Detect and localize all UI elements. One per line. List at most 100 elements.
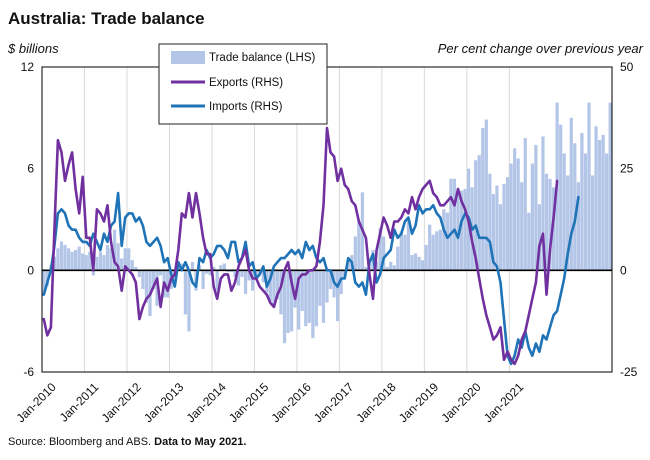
- trade-balance-bar: [364, 266, 368, 271]
- right-y-tick-label: -25: [620, 365, 638, 379]
- trade-balance-bar: [594, 126, 598, 271]
- trade-balance-bar: [215, 270, 219, 291]
- trade-balance-bar: [491, 194, 496, 271]
- trade-balance-bar: [81, 253, 85, 271]
- trade-balance-bar: [431, 234, 435, 271]
- trade-balance-bar: [484, 119, 488, 271]
- trade-balance-bar: [56, 248, 60, 271]
- x-tick-label: Jan-2011: [57, 380, 102, 425]
- trade-balance-bar: [212, 266, 216, 271]
- trade-balance-bar: [166, 270, 170, 298]
- trade-balance-bar: [311, 270, 315, 339]
- trade-balance-bar: [357, 221, 361, 271]
- trade-balance-bar: [424, 244, 428, 271]
- data-note: Data to May 2021.: [154, 436, 246, 448]
- trade-balance-bar: [286, 270, 290, 334]
- trade-balance-bar: [520, 182, 524, 271]
- x-axis-ticks: Jan-2010Jan-2011Jan-2012Jan-2013Jan-2014…: [14, 380, 527, 426]
- left-axis-ticks: 12 6 0 -6: [21, 60, 35, 379]
- trade-balance-bar: [42, 270, 46, 295]
- trade-balance-bar: [134, 266, 138, 271]
- left-y-tick-label: 6: [27, 162, 34, 176]
- trade-balance-bar: [417, 256, 421, 271]
- trade-balance-bar: [251, 270, 255, 291]
- trade-balance-bar: [587, 102, 591, 271]
- trade-balance-bar: [222, 263, 226, 271]
- trade-balance-bar: [562, 153, 566, 271]
- trade-balance-bar: [183, 270, 188, 315]
- trade-balance-bar: [304, 270, 308, 327]
- right-y-tick-label: 50: [620, 60, 634, 74]
- trade-balance-bar: [190, 261, 195, 271]
- left-y-tick-label: -6: [23, 365, 34, 379]
- trade-balance-bar: [314, 270, 318, 327]
- source-text: Source: Bloomberg and ABS.: [8, 436, 154, 448]
- trade-balance-bar: [137, 270, 141, 278]
- trade-balance-bar: [445, 212, 449, 271]
- legend-label-exports: Exports (RHS): [209, 77, 283, 89]
- trade-balance-bar: [226, 270, 230, 273]
- trade-balance-bar: [219, 265, 223, 271]
- source-note: Source: Bloomberg and ABS. Data to May 2…: [8, 436, 246, 448]
- trade-balance-bar: [116, 243, 120, 271]
- trade-balance-bar: [608, 102, 612, 271]
- legend: Trade balance (LHS) Exports (RHS) Import…: [158, 43, 328, 125]
- trade-balance-bar: [289, 270, 294, 332]
- trade-balance-bar: [91, 270, 95, 276]
- trade-balance-bar: [378, 227, 382, 271]
- trade-balance-bar: [208, 270, 212, 276]
- trade-balance-bar: [318, 270, 322, 306]
- trade-balance-bar: [396, 246, 400, 271]
- trade-balance-bar: [127, 248, 131, 271]
- trade-balance-bar: [601, 134, 605, 271]
- left-axis-title: $ billions: [7, 41, 59, 56]
- series-lines: [42, 126, 580, 366]
- trade-balance-bar: [229, 270, 234, 273]
- trade-balance-bar: [282, 270, 287, 344]
- trade-balance-bar: [141, 270, 145, 289]
- trade-balance-bar: [428, 224, 432, 271]
- x-tick-label: Jan-2016: [269, 380, 315, 426]
- x-tick-label: Jan-2021: [481, 380, 527, 426]
- trade-balance-bar: [544, 173, 549, 271]
- trade-balance-bar: [233, 270, 237, 278]
- left-y-tick-label: 12: [21, 60, 35, 74]
- trade-balance-bar: [180, 263, 184, 271]
- trade-balance-bar: [272, 270, 276, 308]
- trade-balance-bar: [442, 209, 446, 271]
- trade-balance-bar: [449, 178, 453, 271]
- trade-balance-bar: [158, 270, 163, 276]
- x-tick-label: Jan-2017: [311, 380, 357, 426]
- trade-balance-bar: [569, 117, 573, 271]
- trade-balance-bar: [151, 270, 156, 289]
- trade-balance-bar: [463, 189, 467, 271]
- trade-balance-bar: [70, 251, 74, 271]
- x-tick-label: Jan-2015: [226, 380, 272, 426]
- trade-balance-bar: [597, 139, 602, 271]
- trade-balance-bar: [399, 231, 403, 271]
- trade-balance-bar: [105, 244, 110, 271]
- trade-balance-bar: [336, 270, 340, 322]
- trade-balance-bar: [537, 204, 542, 271]
- trade-balance-bar: [509, 163, 513, 271]
- trade-balance-bar: [109, 248, 113, 271]
- trade-balance-bar: [523, 138, 527, 271]
- trade-balance-bar: [502, 183, 506, 271]
- trade-balance-bar: [488, 173, 492, 271]
- trade-balance-bar: [527, 212, 531, 271]
- trade-balance-bar: [605, 153, 609, 271]
- trade-balance-bar: [325, 270, 329, 303]
- trade-balance-bar: [406, 219, 411, 271]
- chart-title: Australia: Trade balance: [8, 9, 205, 28]
- x-tick-label: Jan-2020: [438, 380, 484, 426]
- trade-balance-bar: [498, 204, 503, 271]
- trade-balance-bar: [307, 270, 311, 323]
- trade-balance-bar: [275, 270, 280, 300]
- trade-balance-bar: [382, 236, 386, 271]
- trade-balance-bar: [102, 255, 106, 271]
- trade-balance-bar: [413, 253, 418, 271]
- x-tick-label: Jan-2018: [353, 380, 399, 426]
- trade-balance-bar: [353, 236, 357, 271]
